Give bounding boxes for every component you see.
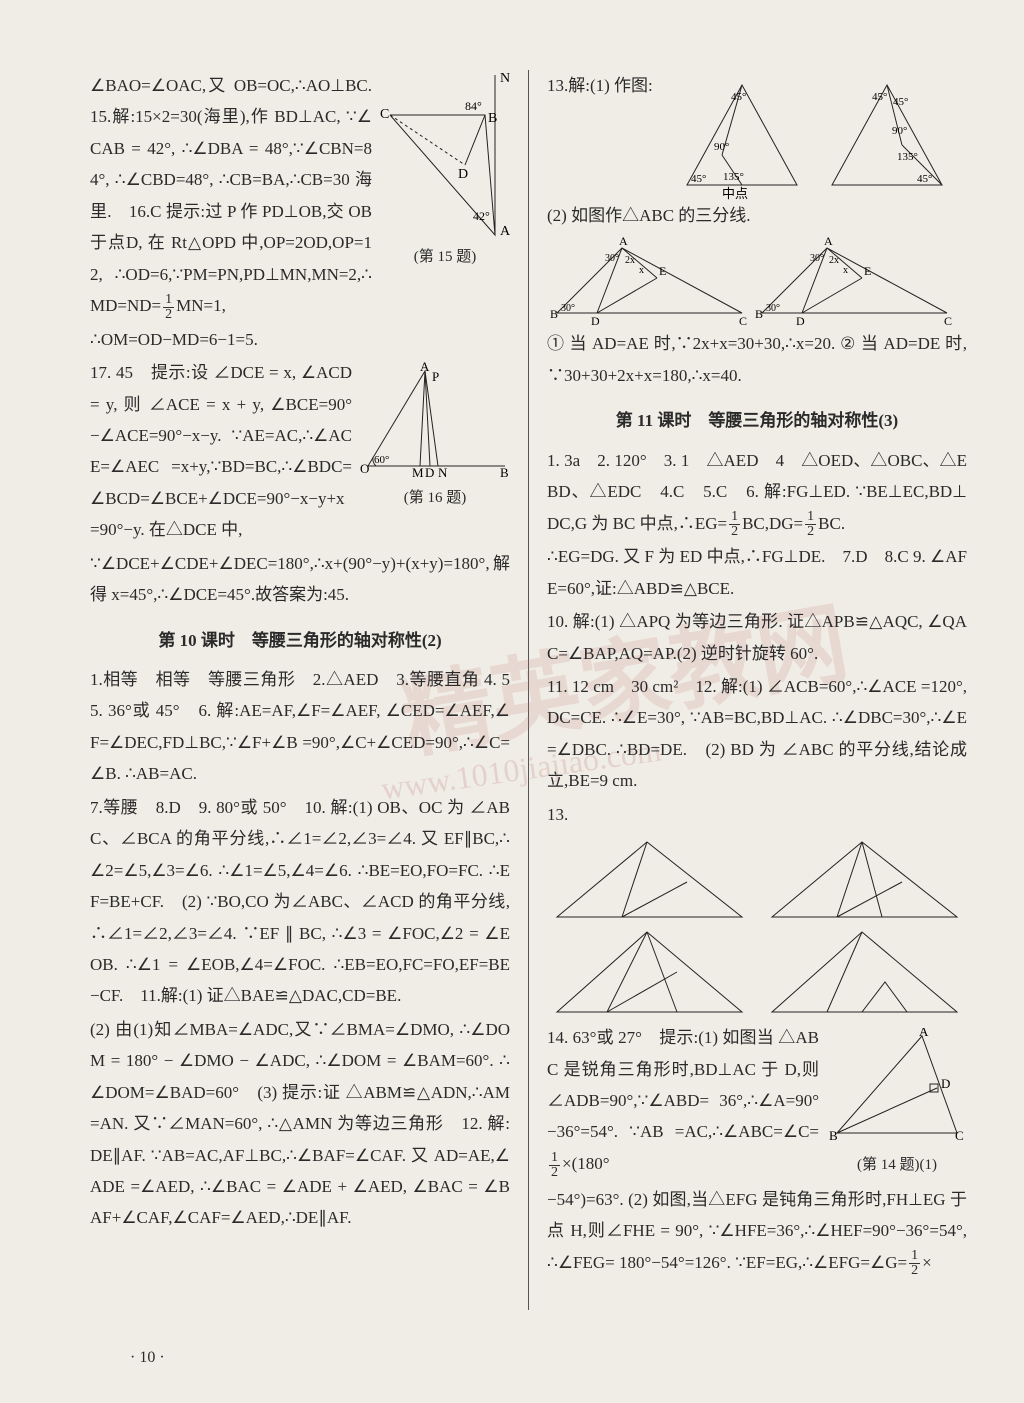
svg-text:D: D [591,314,600,328]
svg-text:中点: 中点 [722,186,748,200]
svg-text:B: B [550,307,558,321]
page-number: · 10 · [130,1343,165,1373]
svg-text:A: A [919,1028,929,1039]
figure-s11-13-svg [547,832,967,1022]
s11-p3: 10. 解:(1) △APQ 为等边三角形. 证△APB≌△AQC, ∠QAC=… [547,606,967,669]
r-13a-row: 13.解:(1) 作图: 45° 90° 45° 135° 中点 45° 45°… [547,70,967,200]
svg-text:30°: 30° [766,303,780,314]
figure-15: N C B D A 84° 42° (第 15 题) [380,70,510,272]
s11-p4: 11. 12 cm 30 cm² 12. 解:(1) ∠ACB=60°,∴∠AC… [547,671,967,797]
s10-p1: 1.相等 相等 等腰三角形 2.△AED 3.等腰直角 4. 5 5. 36°或… [90,664,510,790]
svg-text:N: N [438,465,448,480]
svg-text:60°: 60° [374,454,389,466]
svg-text:P: P [432,369,439,384]
figure-14-caption: (第 14 题)(1) [827,1152,967,1180]
s11-p14c: −54°)=63°. (2) 如图,当△EFG 是钝角三角形时,FH⊥EG 于点… [547,1190,967,1272]
s11-p1-c: BC. [818,514,845,533]
figure-16-caption: (第 16 题) [360,485,510,513]
svg-text:45°: 45° [691,173,706,185]
svg-text:2x: 2x [625,255,635,266]
s11-p14-cont: −54°)=63°. (2) 如图,当△EFG 是钝角三角形时,FH⊥EG 于点… [547,1184,967,1278]
column-divider [528,70,529,1310]
s11-p14a: 14. 63°或 27° 提示:(1) 如图当 △ABC 是锐角三角形时,BD⊥… [547,1028,819,1141]
svg-text:B: B [500,465,509,480]
section-11-title: 第 11 课时 等腰三角形的轴对称性(3) [547,405,967,436]
right-column: 13.解:(1) 作图: 45° 90° 45° 135° 中点 45° 45°… [547,70,967,1310]
svg-text:x: x [843,265,848,276]
svg-text:x: x [639,265,644,276]
svg-text:2x: 2x [829,255,839,266]
svg-text:C: C [380,107,389,122]
figure-14-svg: A B C D [827,1028,967,1148]
left-p4: ∵∠DCE+∠CDE+∠DEC=180°,∴x+(90°−y)+(x+y)=18… [90,548,510,611]
svg-text:135°: 135° [897,151,918,163]
figure-16: A P O M D N B 60° (第 16 题) [360,361,510,513]
svg-text:D: D [458,167,468,182]
svg-text:D: D [941,1076,950,1091]
svg-text:B: B [488,111,497,126]
svg-text:30°: 30° [561,303,575,314]
s11-13: 13. [547,799,967,830]
svg-text:E: E [864,264,871,278]
s10-p2: 7.等腰 8.D 9. 80°或 50° 10. 解:(1) OB、OC 为 ∠… [90,792,510,1012]
svg-text:A: A [500,224,510,239]
svg-text:30°: 30° [810,253,824,264]
frac-s11-4: 12 [909,1249,920,1278]
frac-half-1: 12 [163,293,174,322]
svg-text:30°: 30° [605,253,619,264]
svg-text:E: E [659,264,666,278]
left-p2: ∴OM=OD−MD=6−1=5. [90,324,510,355]
figure-13a-svg: 45° 90° 45° 135° 中点 45° 45° 90° 135° 45° [667,70,957,200]
svg-text:A: A [619,234,628,248]
svg-text:C: C [739,314,747,328]
figure-14: A B C D (第 14 题)(1) [827,1028,967,1180]
svg-text:90°: 90° [714,141,729,153]
s11-p14b: ×(180° [562,1154,610,1173]
svg-text:C: C [944,314,952,328]
figure-16-svg: A P O M D N B 60° [360,361,510,481]
figure-13b-svg: A E B D C 30° 30° 2x x A E B D C 30° 30°… [547,233,967,328]
svg-text:45°: 45° [731,91,746,103]
frac-s11-3: 12 [549,1151,560,1180]
svg-text:D: D [796,314,805,328]
svg-text:C: C [955,1128,964,1143]
r-p13c: ① 当 AD=AE 时,∵2x+x=30+30,∴x=20. ② 当 AD=DE… [547,328,967,391]
svg-text:45°: 45° [872,91,887,103]
svg-text:O: O [360,461,369,476]
page-columns: N C B D A 84° 42° (第 15 题) ∠BAO=∠OAC,又 O… [90,70,974,1310]
r-p13a: 13.解:(1) 作图: [547,70,667,101]
s10-p3: (2) 由(1)知∠MBA=∠ADC,又∵∠BMA=∠DMO, ∴∠DOM = … [90,1014,510,1234]
svg-text:B: B [755,307,763,321]
svg-text:B: B [829,1128,838,1143]
svg-text:135°: 135° [723,171,744,183]
r-p13b: (2) 如图作△ABC 的三分线. [547,200,967,231]
frac-s11-2: 12 [805,510,816,539]
svg-text:84°: 84° [465,99,482,113]
svg-text:M: M [412,465,424,480]
s11-p1: 1. 3a 2. 120° 3. 1 △AED 4 △OED、△OBC、△EBD… [547,445,967,539]
frac-s11-1: 12 [729,510,740,539]
s11-p1-b: BC,DG= [742,514,803,533]
left-p1-tail: MN=1, [176,296,226,315]
svg-text:45°: 45° [893,96,908,108]
svg-text:A: A [420,361,430,374]
svg-text:90°: 90° [892,125,907,137]
figure-15-caption: (第 15 题) [380,244,510,272]
svg-text:A: A [824,234,833,248]
s11-p2: ∴EG=DG. 又 F 为 ED 中点,∴FG⊥DE. 7.D 8.C 9. ∠… [547,541,967,604]
left-column: N C B D A 84° 42° (第 15 题) ∠BAO=∠OAC,又 O… [90,70,510,1310]
s11-p14d: × [922,1253,932,1272]
svg-text:N: N [500,71,510,86]
svg-text:42°: 42° [473,209,490,223]
svg-text:D: D [425,465,434,480]
figure-15-svg: N C B D A 84° 42° [380,70,510,240]
svg-text:45°: 45° [917,173,932,185]
left-p1-text: ∠BAO=∠OAC,又 OB=OC,∴AO⊥BC. 15.解:15×2=30(海… [90,76,389,315]
section-10-title: 第 10 课时 等腰三角形的轴对称性(2) [90,625,510,656]
